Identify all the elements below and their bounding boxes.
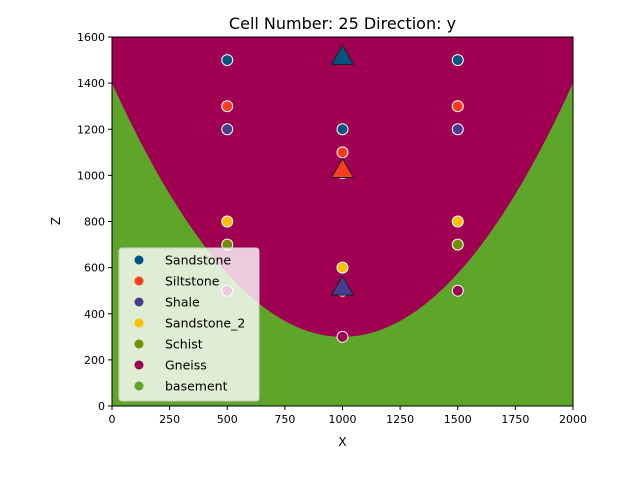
y-tick-label: 400 xyxy=(84,308,105,321)
surface-point xyxy=(221,215,234,228)
orientation-marker xyxy=(330,275,355,296)
surface-point xyxy=(336,261,349,274)
x-tick-label: 1250 xyxy=(386,413,414,426)
legend-label: Shale xyxy=(165,295,200,310)
y-tick-label: 200 xyxy=(84,354,105,367)
y-tick-label: 1200 xyxy=(77,123,105,136)
surface-point xyxy=(451,238,464,251)
surface-point xyxy=(336,146,349,159)
legend-marker xyxy=(134,318,144,328)
surface-point xyxy=(451,123,464,136)
legend-marker xyxy=(134,255,144,265)
legend: Sandstone Siltstone Shale Sandstone_2 Schist… xyxy=(118,247,260,402)
legend-marker xyxy=(134,381,144,391)
legend-label: Siltstone xyxy=(165,274,220,289)
x-tick-label: 0 xyxy=(109,413,116,426)
y-axis: 0 200 400 600 800 1000 1200 1400 1600 xyxy=(77,31,112,413)
legend-label: basement xyxy=(165,379,228,394)
x-tick-label: 500 xyxy=(217,413,238,426)
y-tick-label: 1600 xyxy=(77,31,105,44)
legend-marker xyxy=(134,339,144,349)
surface-point xyxy=(336,330,349,343)
x-axis: 0 250 500 750 1000 1250 1500 1750 2000 xyxy=(109,406,587,426)
y-tick-label: 600 xyxy=(84,262,105,275)
x-tick-label: 250 xyxy=(159,413,180,426)
legend-marker xyxy=(134,276,144,286)
y-tick-label: 1000 xyxy=(77,169,105,182)
y-tick-label: 800 xyxy=(84,216,105,229)
legend-label: Gneiss xyxy=(165,358,207,373)
y-tick-label: 1400 xyxy=(77,77,105,90)
x-tick-label: 1000 xyxy=(329,413,357,426)
surface-point xyxy=(221,100,234,113)
y-axis-label: Z xyxy=(49,217,63,225)
x-tick-label: 750 xyxy=(274,413,295,426)
surface-point xyxy=(336,123,349,136)
legend-marker xyxy=(134,360,144,370)
legend-label: Schist xyxy=(165,337,203,352)
x-tick-label: 1750 xyxy=(501,413,529,426)
surface-point xyxy=(221,123,234,136)
x-axis-label: X xyxy=(338,435,346,449)
legend-box xyxy=(118,247,260,402)
surface-point xyxy=(451,54,464,67)
surface-point xyxy=(451,215,464,228)
legend-marker xyxy=(134,297,144,307)
surface-point xyxy=(451,284,464,297)
x-tick-label: 2000 xyxy=(559,413,587,426)
surface-point xyxy=(221,54,234,67)
legend-label: Sandstone xyxy=(165,253,231,268)
legend-label: Sandstone_2 xyxy=(165,316,245,331)
orientation-marker xyxy=(330,157,355,178)
x-tick-label: 1500 xyxy=(444,413,472,426)
chart-title: Cell Number: 25 Direction: y xyxy=(229,14,456,33)
y-tick-label: 0 xyxy=(98,400,105,413)
surface-point xyxy=(451,100,464,113)
orientation-marker xyxy=(330,44,355,65)
